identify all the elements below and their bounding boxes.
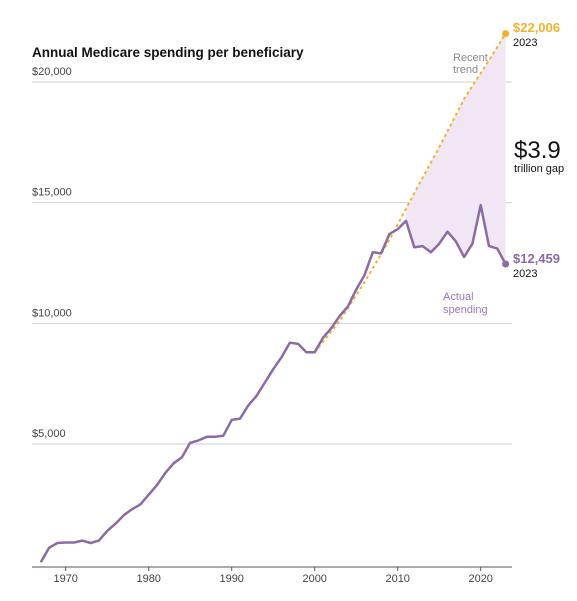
- trend-label-line1: Recent: [453, 52, 488, 64]
- actual-line: [39, 203, 507, 563]
- gap-label: trillion gap: [514, 163, 564, 175]
- chart-title: Annual Medicare spending per beneficiary: [32, 45, 304, 60]
- actual-end-year-label: 2023: [513, 268, 537, 280]
- x-tick-label: 2010: [385, 573, 409, 585]
- y-tick-label: $20,000: [32, 66, 72, 78]
- gap-area: [406, 33, 506, 264]
- x-tick-label: 1970: [53, 573, 77, 585]
- x-tick-label: 1980: [136, 573, 160, 585]
- y-tick-label: $15,000: [32, 187, 72, 199]
- trend-end-value-label: $22,006: [513, 20, 560, 35]
- x-tick-label: 2020: [468, 573, 492, 585]
- gap-value: $3.9: [514, 137, 561, 164]
- trend-end-dot: [502, 30, 510, 38]
- grid: [32, 81, 512, 445]
- y-tick-label: $5,000: [32, 428, 66, 440]
- trend-label-line2: trend: [453, 64, 478, 76]
- actual-label-line2: spending: [443, 304, 488, 316]
- x-tick-label: 1990: [219, 573, 243, 585]
- actual-end-dot: [502, 260, 510, 268]
- y-axis-ticks: $5,000 $10,000 $15,000 $20,000: [32, 66, 72, 440]
- x-tick-label: 2000: [302, 573, 326, 585]
- actual-end-value-label: $12,459: [513, 251, 560, 266]
- trend-end-year-label: 2023: [513, 37, 537, 49]
- y-tick-label: $10,000: [32, 307, 72, 319]
- actual-label-line1: Actual: [443, 291, 474, 303]
- x-axis: 1970 1980 1990 2000 2010 2020: [32, 566, 512, 585]
